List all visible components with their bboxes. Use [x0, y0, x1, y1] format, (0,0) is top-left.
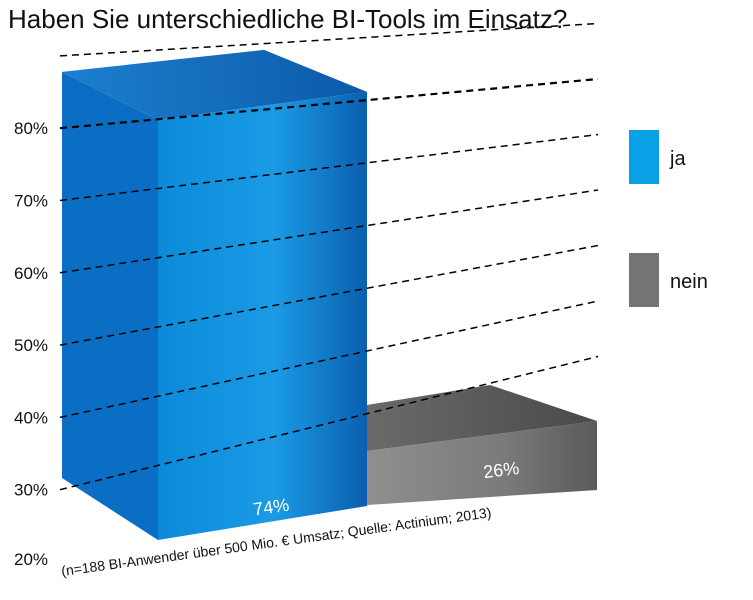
- bar-ja-front: [158, 91, 367, 540]
- bar-ja-side: [62, 71, 158, 540]
- bar-ja: [62, 49, 367, 540]
- y-tick-label: 80%: [14, 119, 48, 138]
- bars-layer: [62, 49, 597, 540]
- chart-title: Haben Sie unterschiedliche BI-Tools im E…: [8, 4, 568, 34]
- y-tick-label: 50%: [14, 336, 48, 355]
- bar-ja-top: [62, 49, 367, 120]
- y-tick-label: 60%: [14, 264, 48, 283]
- legend-swatch: [629, 253, 659, 307]
- y-tick-label: 30%: [14, 481, 48, 500]
- gridline: [59, 22, 599, 57]
- gridline: [59, 355, 599, 491]
- legend: ja nein: [629, 130, 708, 307]
- gridline: [59, 300, 599, 419]
- data-labels: 74% 26%: [252, 458, 520, 520]
- legend-label: nein: [670, 271, 708, 293]
- y-axis-ticks: 80% 70% 60% 50% 40% 30% 20%: [14, 119, 48, 569]
- bar-nein-front: [367, 421, 597, 505]
- legend-item: ja: [629, 130, 686, 184]
- y-tick-label: 40%: [14, 408, 48, 427]
- legend-swatch: [629, 130, 659, 184]
- y-tick-label: 20%: [14, 550, 48, 569]
- data-label-ja: 74%: [252, 495, 290, 520]
- data-label-nein: 26%: [482, 458, 520, 482]
- legend-label: ja: [669, 148, 686, 170]
- legend-item: nein: [629, 253, 708, 307]
- bar-nein-top: [367, 385, 597, 451]
- gridline: [59, 189, 599, 274]
- gridlines: [59, 22, 599, 491]
- bar-nein: [367, 385, 597, 505]
- y-tick-label: 70%: [14, 192, 48, 211]
- gridline: [59, 77, 599, 130]
- gridline: [59, 133, 599, 202]
